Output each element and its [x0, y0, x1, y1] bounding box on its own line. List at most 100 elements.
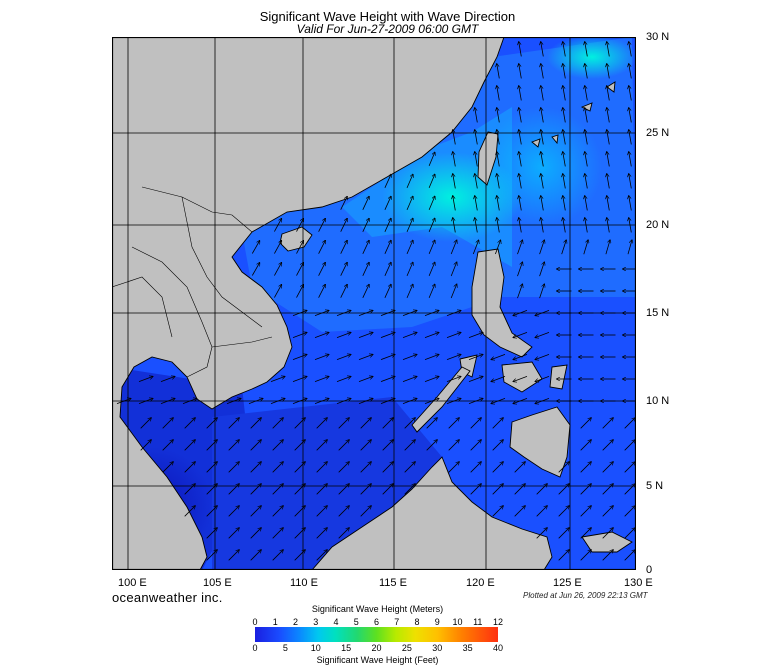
colorbar-tick-feet: 15 [341, 643, 352, 653]
wave-direction-arrow [270, 398, 285, 404]
wave-direction-arrow [206, 550, 218, 561]
wave-direction-arrow [580, 484, 592, 495]
wave-direction-arrow [206, 484, 218, 495]
wave-direction-arrow [250, 484, 262, 495]
wave-direction-arrow [580, 418, 592, 429]
wave-direction-arrow [226, 398, 241, 404]
wave-direction-arrow [358, 310, 373, 316]
wave-direction-arrow [404, 462, 416, 473]
map-subtitle: Valid For Jun-27-2009 06:00 GMT [296, 22, 479, 36]
wave-direction-arrow [607, 130, 610, 145]
wave-direction-arrow [446, 398, 461, 404]
wave-direction-arrow [497, 64, 500, 79]
wave-direction-arrow [497, 108, 500, 123]
wave-direction-arrow [292, 354, 307, 360]
wave-direction-arrow [406, 284, 413, 299]
wave-direction-arrow [316, 528, 328, 539]
wave-direction-arrow [563, 196, 566, 211]
colorbar-tick-meters: 6 [373, 617, 380, 627]
wave-direction-arrow [629, 86, 632, 101]
wave-direction-arrow [338, 528, 350, 539]
wave-direction-arrow [250, 462, 262, 473]
wave-direction-arrow [475, 196, 478, 211]
wave-direction-arrow [250, 528, 262, 539]
wave-direction-arrow [519, 196, 522, 211]
wave-direction-arrow [362, 262, 369, 276]
wave-direction-arrow [585, 42, 588, 57]
wave-direction-arrow [251, 263, 259, 276]
wave-direction-arrow [624, 484, 636, 495]
lon-label-100e: 100 E [118, 577, 147, 589]
wave-direction-arrow [340, 240, 348, 254]
wave-direction-arrow [519, 130, 522, 145]
wave-direction-arrow [585, 174, 588, 189]
colorbar-tick-feet: 0 [252, 643, 258, 653]
wave-direction-arrow [535, 310, 550, 315]
wave-direction-arrow [140, 440, 152, 451]
wave-direction-arrow [336, 332, 351, 338]
wave-direction-arrow [629, 196, 632, 211]
wave-direction-arrow [228, 462, 240, 473]
colorbar-tick-meters: 5 [353, 617, 359, 627]
wave-direction-arrow [404, 418, 416, 429]
wave-direction-arrow [541, 152, 544, 167]
wave-direction-arrow [402, 310, 417, 316]
wave-direction-arrow [607, 218, 610, 233]
wave-direction-arrow [535, 398, 550, 403]
wave-direction-arrow [517, 284, 523, 299]
wave-direction-arrow [470, 484, 482, 495]
wave-direction-arrow [362, 240, 369, 254]
wave-direction-arrow [495, 240, 500, 255]
wave-direction-arrow [602, 550, 614, 561]
wave-direction-arrow [491, 354, 506, 359]
wave-direction-arrow [475, 130, 478, 145]
wave-direction-arrow [380, 354, 395, 360]
wave-direction-arrow [206, 462, 218, 473]
wave-direction-arrow [358, 398, 373, 404]
wave-direction-arrows [116, 42, 636, 561]
wave-direction-arrow [251, 241, 259, 254]
wave-direction-arrow [607, 196, 610, 211]
wave-direction-arrow [184, 418, 196, 429]
wave-direction-arrow [563, 130, 566, 145]
wave-direction-arrow [492, 462, 504, 473]
wave-direction-arrow [541, 174, 544, 189]
wave-direction-arrow [316, 440, 328, 451]
wave-direction-arrow [272, 440, 284, 451]
wave-direction-arrow [380, 310, 395, 316]
wave-direction-arrow [274, 240, 281, 254]
wave-direction-arrow [184, 440, 196, 451]
wave-direction-arrow [384, 218, 391, 232]
wave-direction-arrow [513, 310, 528, 315]
wave-direction-arrow [292, 332, 307, 338]
wave-direction-arrow [519, 108, 522, 123]
wave-direction-arrow [424, 310, 439, 316]
wave-direction-arrow [539, 262, 545, 277]
wave-direction-arrow [497, 196, 500, 211]
wave-direction-arrow [404, 484, 416, 495]
wave-direction-arrow [162, 440, 174, 451]
wave-direction-arrow [585, 196, 588, 211]
wave-direction-arrow [294, 484, 306, 495]
colorbar-tick-feet: 20 [371, 643, 382, 653]
wave-direction-arrow [272, 506, 284, 517]
wave-direction-arrow [140, 418, 152, 429]
wave-direction-arrow [450, 284, 457, 299]
wave-direction-arrow [585, 108, 588, 123]
colorbar-title-feet: Significant Wave Height (Feet) [316, 655, 439, 665]
lon-label-130e: 130 E [624, 577, 653, 589]
wave-direction-arrow [585, 86, 588, 101]
plotted-timestamp: Plotted at Jun 26, 2009 22:13 GMT [523, 591, 648, 600]
wave-direction-arrow [402, 398, 417, 404]
wave-direction-arrow [272, 462, 284, 473]
map-title: Significant Wave Height with Wave Direct… [259, 9, 516, 24]
wave-direction-arrow [541, 218, 544, 233]
land-masses [112, 37, 633, 570]
wave-direction-arrow [296, 262, 304, 276]
wave-direction-arrow [406, 196, 413, 211]
wave-direction-arrow [602, 484, 614, 495]
colorbar-tick-meters: 0 [252, 617, 258, 627]
lon-label-125e: 125 E [553, 577, 582, 589]
wave-direction-arrow [362, 218, 369, 232]
wave-direction-arrow [318, 284, 326, 298]
